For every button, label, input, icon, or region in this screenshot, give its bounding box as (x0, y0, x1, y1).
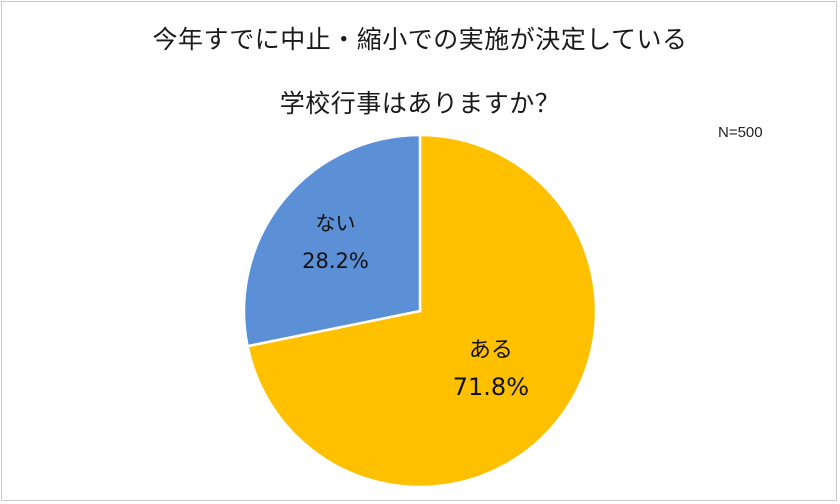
slice-value-label-2: 28.2% (302, 249, 369, 273)
chart-title-line-1: 今年すでに中止・縮小での実施が決定している (152, 25, 688, 54)
slice-label-1: ある (469, 338, 513, 363)
slice-value-label-1: 71.8% (453, 373, 529, 401)
sample-size-note: N=500 (718, 124, 763, 141)
slice-label-2: ない (315, 211, 355, 235)
chart-title-line-2: 学校行事はありますか？ (279, 89, 561, 118)
pie-slice-1 (246, 133, 598, 489)
pie-slice-2 (242, 133, 422, 348)
